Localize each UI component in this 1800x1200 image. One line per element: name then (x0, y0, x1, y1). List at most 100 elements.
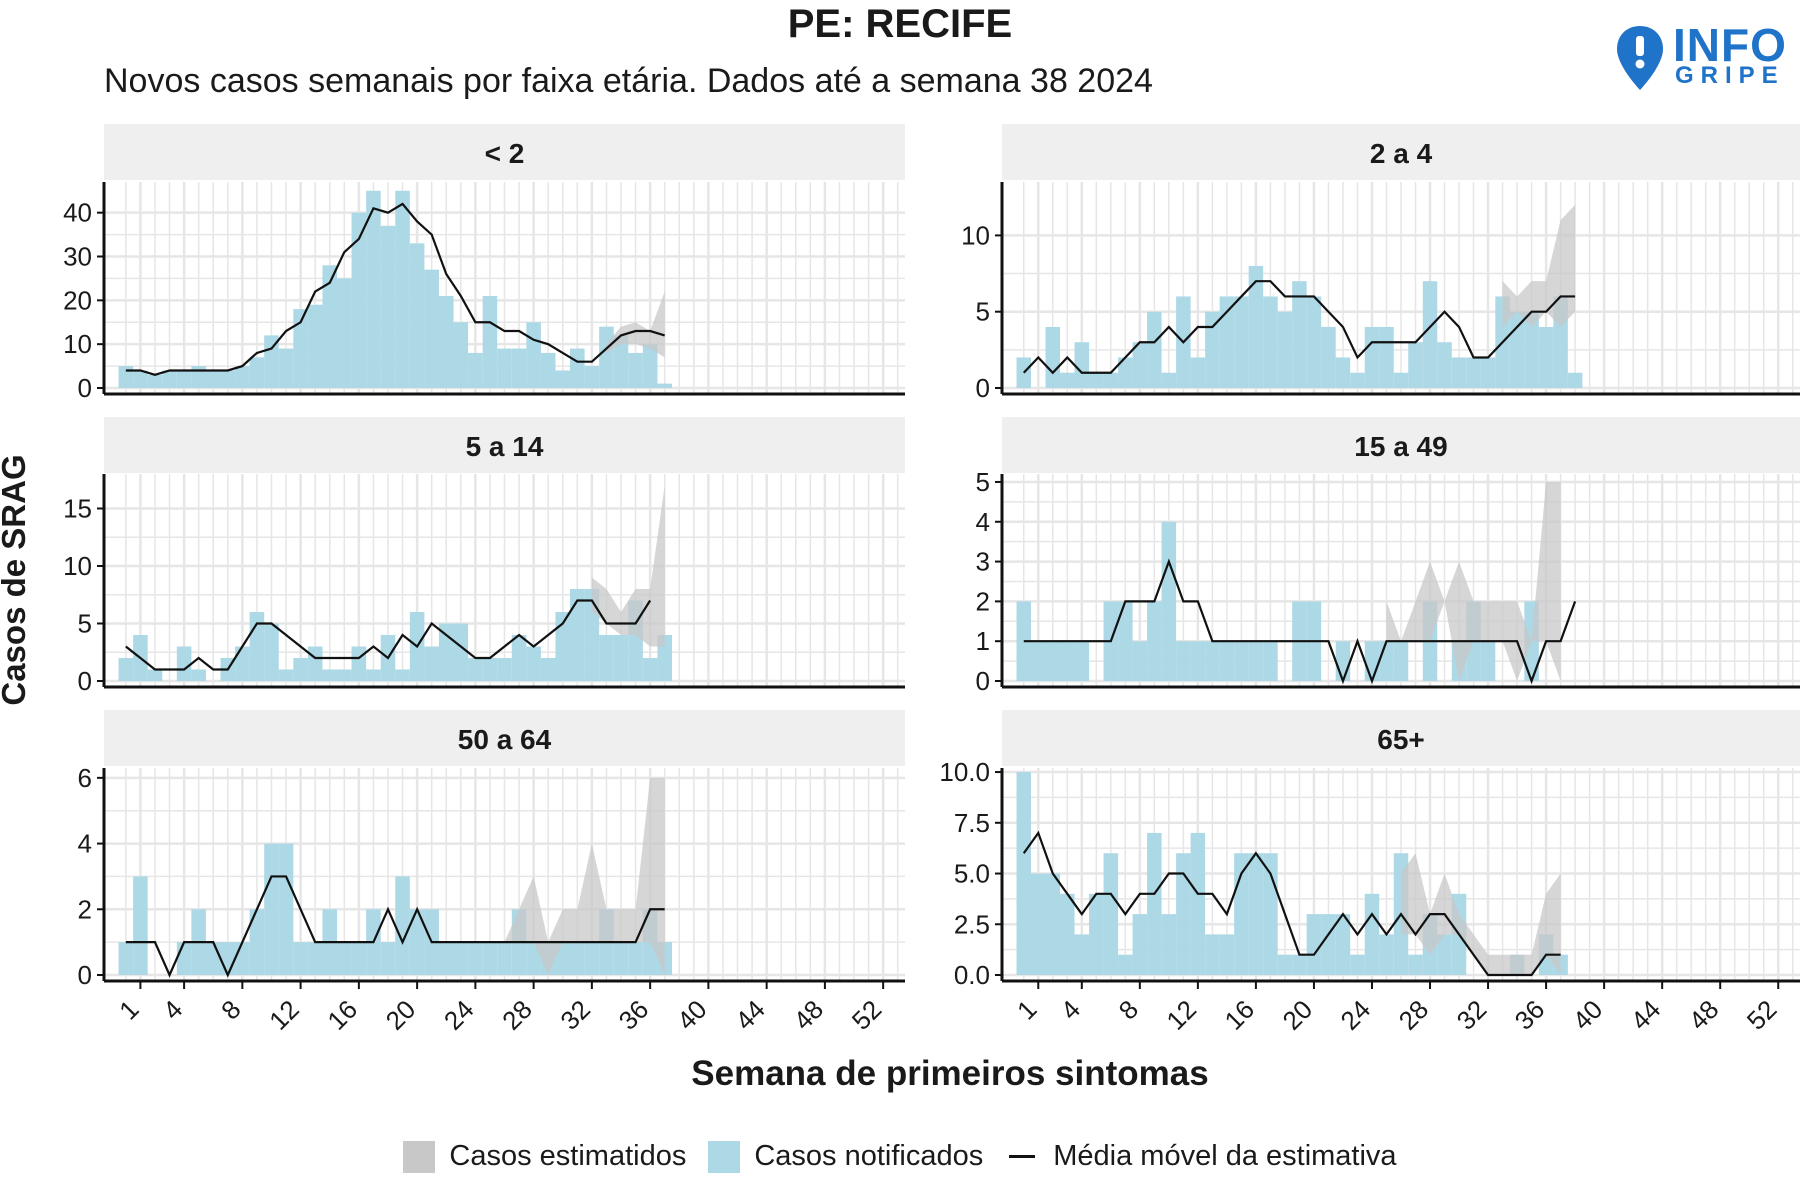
facet-strip (104, 417, 905, 473)
notified-bar (1074, 934, 1090, 975)
notified-bar (570, 942, 585, 975)
y-tick-label: 30 (63, 242, 92, 272)
y-tick-label: 7.5 (954, 808, 990, 838)
notified-bar (1132, 914, 1148, 975)
notified-bar (1219, 641, 1235, 681)
notified-bar (642, 658, 658, 681)
notified-bar (249, 357, 265, 388)
notified-bar (540, 352, 556, 388)
notified-bar (453, 942, 469, 975)
y-tick-label: 4 (78, 829, 92, 859)
notified-bar (395, 876, 410, 975)
chart-subtitle: Novos casos semanais por faixa etária. D… (104, 62, 1153, 100)
notified-bar (599, 326, 614, 388)
notified-bar (1234, 641, 1249, 681)
y-tick-label: 2 (976, 586, 990, 616)
notified-bar (307, 304, 323, 388)
y-tick-label: 10 (961, 220, 990, 250)
notified-bar (584, 942, 600, 975)
y-tick-label: 4 (976, 507, 990, 537)
notified-bar (337, 669, 352, 681)
x-tick-label: 12 (1160, 994, 1202, 1036)
y-tick-label: 2.5 (954, 909, 990, 939)
notified-bar (1350, 372, 1365, 388)
notified-bar (118, 658, 134, 681)
notified-bar (1306, 296, 1322, 388)
legend-label-notified: Casos notificados (754, 1140, 984, 1172)
y-tick-label: 5 (976, 467, 990, 497)
x-tick-label: 16 (321, 994, 363, 1036)
estimate-ribbon (1401, 853, 1561, 975)
y-tick-label: 10 (63, 551, 92, 581)
legend-label-estimated: Casos estimatidos (449, 1140, 687, 1172)
notified-bar (438, 295, 454, 388)
notified-bar (1480, 357, 1496, 388)
x-tick-label: 48 (787, 994, 829, 1036)
notified-bar (235, 366, 250, 388)
facet-strip (104, 124, 905, 180)
notified-bar (380, 225, 396, 388)
notified-bar (278, 669, 294, 681)
notified-bar (1263, 296, 1278, 388)
notified-bar (1364, 641, 1380, 681)
notified-bar (395, 190, 410, 388)
notified-bar (482, 658, 498, 681)
y-tick-label: 5.0 (954, 859, 990, 889)
x-tick-label: 8 (1113, 994, 1144, 1025)
logo-word-info: INFO (1673, 19, 1787, 71)
legend-swatch-moving-avg (1009, 1155, 1036, 1158)
x-tick-label: 8 (215, 994, 246, 1025)
y-tick-label: 5 (976, 297, 990, 327)
notified-bar (366, 669, 381, 681)
y-tick-label: 15 (63, 494, 92, 524)
notified-bar (133, 876, 148, 975)
estimate-ribbon (1502, 204, 1576, 327)
notified-bar (1451, 357, 1467, 388)
notified-bar (1277, 311, 1293, 388)
notified-bar (1118, 357, 1133, 388)
notified-bar (337, 278, 352, 388)
x-tick-label: 48 (1683, 994, 1725, 1036)
notified-bar (526, 322, 541, 388)
notified-bar (482, 295, 498, 388)
notified-bar (1016, 772, 1032, 975)
chart-title: PE: RECIFE (787, 2, 1013, 46)
x-tick-label: 20 (380, 994, 422, 1036)
y-tick-label: 10.0 (939, 757, 990, 787)
notified-bar (1161, 372, 1177, 388)
notified-bar (205, 942, 221, 975)
notified-bar (1103, 372, 1119, 388)
notified-bar (1147, 601, 1162, 681)
notified-bar (628, 942, 643, 975)
notified-bar (351, 942, 367, 975)
notified-bar (570, 348, 585, 388)
notified-bar (1306, 914, 1322, 975)
x-tick-label: 44 (1625, 994, 1667, 1036)
notified-bar (628, 352, 643, 388)
notified-bar (1147, 311, 1162, 388)
notified-bar (1292, 281, 1307, 388)
x-tick-label: 12 (263, 994, 305, 1036)
notified-bar (1089, 893, 1104, 975)
notified-bar (307, 942, 323, 975)
facet-strip (1002, 710, 1800, 766)
notified-bar (1263, 641, 1278, 681)
notified-bar (555, 370, 571, 388)
notified-bar (220, 370, 236, 388)
notified-bar (1074, 641, 1090, 681)
notified-bar (1161, 521, 1177, 681)
notified-bar (1350, 954, 1365, 975)
notified-bar (1045, 873, 1061, 975)
notified-bar (642, 344, 658, 388)
notified-bar (438, 942, 454, 975)
notified-bar (1277, 954, 1293, 975)
notified-bar (278, 843, 294, 975)
x-tick-label: 4 (1055, 994, 1086, 1025)
notified-bar (453, 623, 469, 681)
notified-bar (235, 646, 250, 681)
notified-bar (293, 309, 308, 388)
y-tick-label: 6 (78, 763, 92, 793)
notified-bar (511, 348, 527, 388)
notified-bar (511, 635, 527, 681)
notified-bar (351, 212, 367, 388)
